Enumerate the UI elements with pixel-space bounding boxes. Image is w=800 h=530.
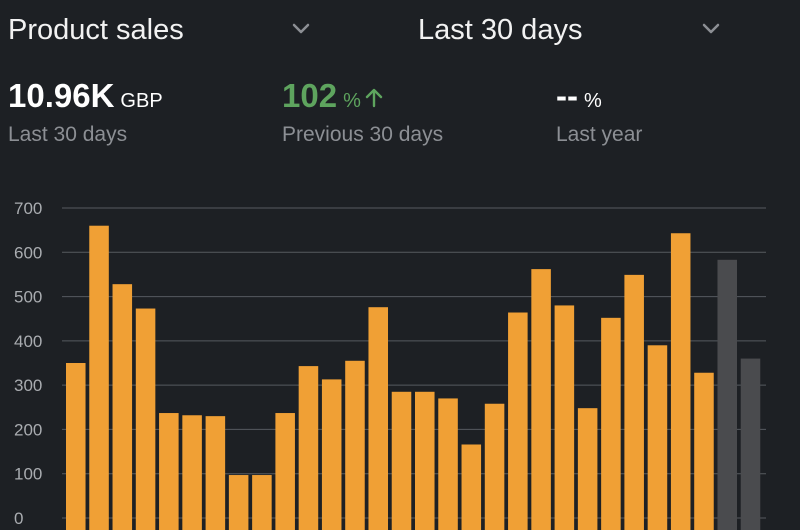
sales-bar[interactable]	[321, 379, 342, 530]
stat-unit: %	[583, 90, 602, 112]
stat-caption: Last year	[556, 123, 643, 146]
stat-caption: Previous 30 days	[282, 123, 444, 146]
stat-value: --	[556, 77, 578, 114]
sales-bar[interactable]	[275, 413, 295, 530]
sales-bar[interactable]	[438, 398, 458, 530]
y-tick-label: 600	[14, 243, 42, 262]
y-tick-label: 300	[14, 376, 42, 395]
sales-bar[interactable]	[624, 274, 644, 530]
sales-bar[interactable]	[484, 403, 505, 530]
sales-bar[interactable]	[112, 284, 133, 530]
stat-current-sales: 10.96K GBP Last 30 days	[8, 76, 163, 147]
period-selector[interactable]: Last 30 days	[418, 10, 728, 50]
stat-unit: %	[343, 90, 361, 112]
sales-bar[interactable]	[182, 415, 202, 530]
sales-bar[interactable]	[601, 317, 621, 530]
sales-bar[interactable]	[298, 366, 319, 530]
sales-bar[interactable]	[66, 363, 86, 530]
y-tick-label: 400	[14, 332, 42, 351]
sales-bar[interactable]	[554, 305, 575, 530]
metric-selector-label: Product sales	[8, 13, 184, 46]
sales-bar[interactable]	[252, 475, 272, 530]
sales-bar[interactable]	[577, 408, 598, 530]
sales-bar[interactable]	[205, 416, 226, 530]
sales-bar[interactable]	[647, 345, 668, 530]
stat-unit: GBP	[120, 90, 163, 112]
y-tick-label: 0	[14, 509, 23, 528]
sales-bar[interactable]	[228, 475, 249, 530]
y-tick-label: 500	[14, 288, 42, 307]
sales-bar[interactable]	[508, 312, 528, 530]
y-tick-label: 200	[14, 420, 42, 439]
chevron-down-icon	[292, 23, 310, 34]
period-selector-label: Last 30 days	[418, 13, 583, 46]
stat-caption: Last 30 days	[8, 123, 128, 146]
projected-bar[interactable]	[717, 259, 738, 530]
sales-bar[interactable]	[391, 391, 412, 530]
stat-value: 10.96K	[8, 77, 115, 114]
stat-previous-period: 102% Previous 30 days	[282, 76, 443, 147]
y-tick-label: 100	[14, 465, 42, 484]
y-tick-label: 700	[14, 199, 42, 218]
stat-last-year: --% Last year	[556, 76, 642, 147]
sales-bar[interactable]	[345, 360, 365, 530]
sales-bar-chart: 0 100 200 300 400 500 600 700	[14, 199, 766, 530]
sales-bar[interactable]	[415, 391, 435, 530]
sales-bar[interactable]	[89, 225, 109, 530]
sales-bar[interactable]	[368, 307, 389, 530]
sales-bar[interactable]	[694, 372, 714, 530]
sales-bar[interactable]	[135, 308, 156, 530]
arrow-up-icon	[365, 88, 383, 108]
sales-bar[interactable]	[159, 413, 179, 530]
sales-bar[interactable]	[670, 233, 691, 530]
chevron-down-icon	[702, 23, 720, 34]
sales-bar[interactable]	[461, 444, 482, 530]
metric-selector[interactable]: Product sales	[8, 10, 318, 50]
sales-bar[interactable]	[531, 269, 551, 530]
stat-value: 102	[282, 77, 338, 114]
projected-bar[interactable]	[740, 358, 761, 530]
